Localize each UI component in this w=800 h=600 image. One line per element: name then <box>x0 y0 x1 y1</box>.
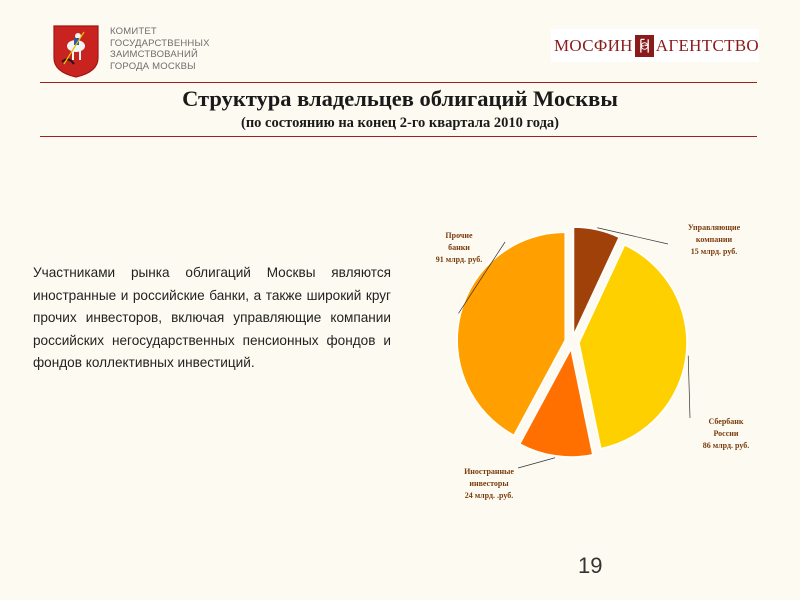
slice-label-line: Сбербанк <box>708 417 744 426</box>
slice-label-line: Иностранные <box>464 467 514 476</box>
slide-subtitle: (по состоянию на конец 2-го квартала 201… <box>240 115 560 131</box>
pie-slice-other-banks <box>456 231 566 437</box>
slice-label-line: компании <box>695 235 733 244</box>
slice-label-line: 91 млрд. руб. <box>435 255 483 264</box>
leader-line-sberbank <box>687 355 691 419</box>
agency-monogram-icon <box>634 34 654 57</box>
slide-title: Структура владельцев облигаций Москвы <box>182 86 618 111</box>
committee-name: КОМИТЕТ ГОСУДАРСТВЕННЫХ ЗАИМСТВОВАНИЙ ГО… <box>110 26 210 72</box>
page-number: 19 <box>578 553 603 578</box>
pie-slice-management-companies <box>572 226 621 336</box>
header-rule <box>40 82 757 83</box>
pie-slice-sberbank <box>578 243 688 450</box>
slice-label-line: 24 млрд. .руб. <box>464 491 514 500</box>
leader-line-management-companies <box>597 227 669 245</box>
agency-logo-right-word: АГЕНТСТВО <box>655 35 759 55</box>
body-paragraph: Участниками рынка облигаций Москвы являю… <box>33 265 391 370</box>
committee-line: КОМИТЕТ <box>110 26 157 37</box>
slice-label-line: 15 млрд. руб. <box>690 247 738 256</box>
committee-line: ГОРОДА МОСКВЫ <box>110 60 196 72</box>
mosfin-agency-logo: МОСФИН АГЕНТСТВО <box>551 29 759 62</box>
slice-label-other-banks: Прочие банки 91 млрд. руб. <box>414 230 504 266</box>
committee-line: ЗАИМСТВОВАНИЙ <box>110 49 199 60</box>
slice-label-line: России <box>713 429 739 438</box>
slice-label-line: 86 млрд. руб. <box>702 441 750 450</box>
slice-label-management-companies: Управляющие компании 15 млрд. руб. <box>669 222 759 258</box>
slice-label-line: Прочие <box>445 231 473 240</box>
leader-line-other-banks <box>458 241 506 314</box>
title-rule <box>40 136 757 137</box>
committee-line: ГОСУДАРСТВЕННЫХ <box>110 37 210 49</box>
slice-label-sberbank: Сбербанк России 86 млрд. руб. <box>684 416 768 452</box>
slice-label-foreign-investors: Иностранные инвесторы 24 млрд. .руб. <box>444 466 534 502</box>
moscow-coat-of-arms-icon <box>53 25 99 78</box>
leader-line-foreign-investors <box>517 457 556 469</box>
pie-slice-foreign-investors <box>518 346 594 458</box>
slice-label-line: Управляющие <box>687 223 741 232</box>
slice-label-line: инвесторы <box>469 479 509 488</box>
slice-label-line: банки <box>448 243 470 252</box>
agency-logo-left-word: МОСФИН <box>554 35 633 55</box>
